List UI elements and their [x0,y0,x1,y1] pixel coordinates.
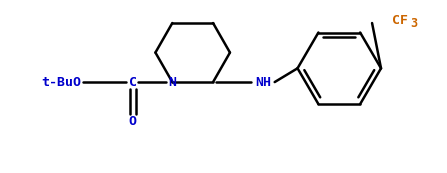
Text: NH: NH [255,76,271,89]
Text: CF: CF [392,14,408,27]
Text: C: C [129,76,137,89]
Text: O: O [129,115,137,128]
Text: N: N [169,76,176,89]
Text: 3: 3 [410,17,417,30]
Text: t-BuO: t-BuO [41,76,81,89]
